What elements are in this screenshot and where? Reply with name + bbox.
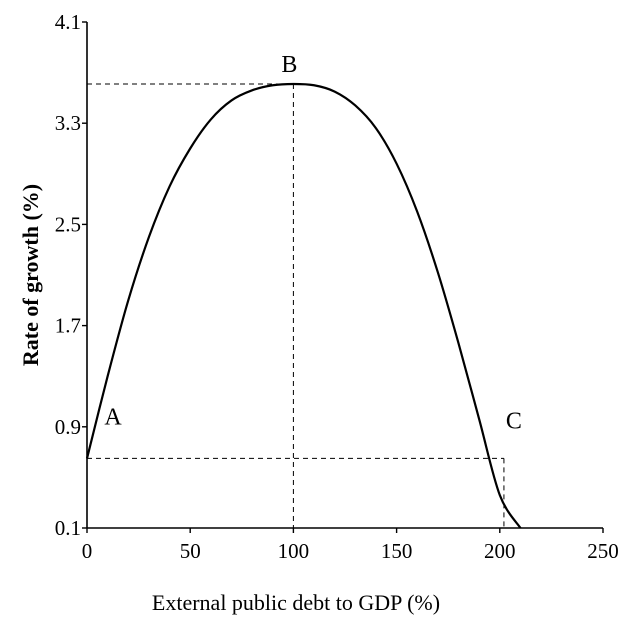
point-label-b: B <box>281 52 297 78</box>
x-tick-label: 200 <box>484 539 516 563</box>
growth-curve <box>85 82 522 529</box>
y-tick-label: 4.1 <box>55 10 81 34</box>
point-label-a: A <box>104 404 122 430</box>
x-tick-label: 150 <box>381 539 413 563</box>
y-axis-title: Rate of growth (%) <box>18 184 43 366</box>
y-axis-ticks: 0.1 0.9 1.7 2.5 3.3 4.1 <box>55 10 87 540</box>
x-axis-ticks: 0 50 100 150 200 250 <box>82 528 619 563</box>
x-tick-label: 100 <box>278 539 310 563</box>
y-tick-label: 1.7 <box>55 314 81 338</box>
x-tick-label: 250 <box>587 539 619 563</box>
y-tick-label: 3.3 <box>55 111 81 135</box>
point-labels: A B C <box>104 52 522 434</box>
x-tick-label: 0 <box>82 539 93 563</box>
y-tick-label: 0.1 <box>55 516 81 540</box>
y-tick-label: 2.5 <box>55 212 81 236</box>
y-tick-label: 0.9 <box>55 415 81 439</box>
x-tick-label: 50 <box>180 539 201 563</box>
x-axis-title: External public debt to GDP (%) <box>152 590 440 615</box>
point-label-c: C <box>506 408 522 434</box>
reference-guides <box>87 83 505 528</box>
